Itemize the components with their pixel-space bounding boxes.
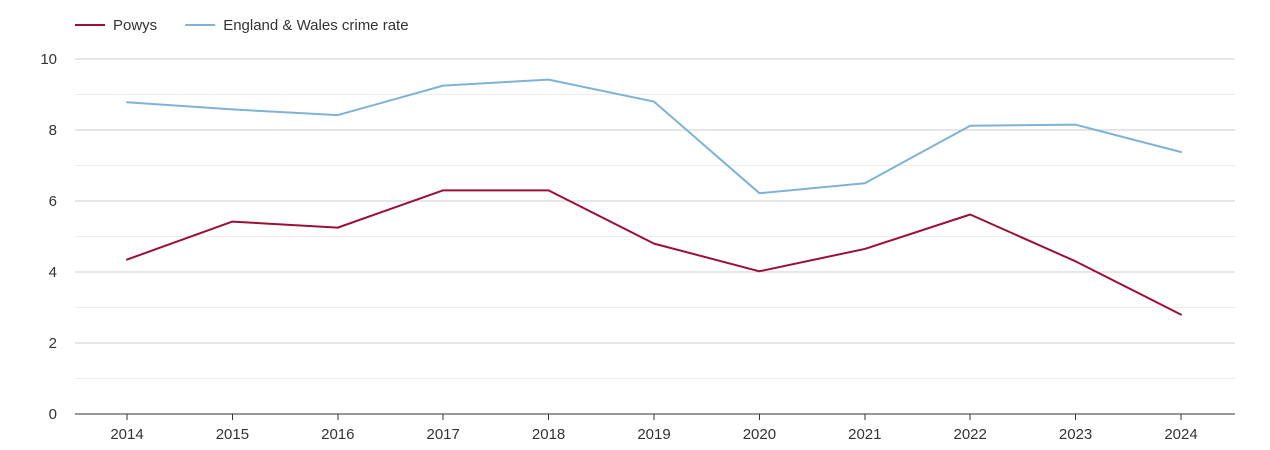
grid-lines [75, 58, 1235, 379]
x-tick-label: 2018 [532, 426, 565, 443]
legend-item-powys[interactable]: Powys [75, 17, 157, 34]
y-tick-label: 2 [49, 335, 57, 352]
x-tick-label: 2022 [954, 426, 987, 443]
y-tick-label: 10 [40, 51, 57, 68]
x-tick-label: 2024 [1164, 426, 1197, 443]
x-tick-label: 2020 [743, 426, 776, 443]
series-line-england-wales-crime-rate [126, 78, 1182, 195]
x-tick-label: 2023 [1059, 426, 1092, 443]
x-tick-label: 2019 [637, 426, 670, 443]
x-tick-label: 2015 [216, 426, 249, 443]
y-tick-label: 8 [49, 122, 57, 139]
series-line-powys [126, 189, 1182, 316]
x-tick-label: 2014 [110, 426, 143, 443]
y-tick-label: 4 [49, 264, 57, 281]
legend-item-england-wales-crime-rate[interactable]: England & Wales crime rate [185, 17, 409, 34]
x-tick-label: 2017 [427, 426, 460, 443]
legend-label: England & Wales crime rate [223, 17, 408, 34]
y-tick-label: 6 [49, 193, 57, 210]
y-axis-ticks: 0 2 4 6 8 10 [40, 51, 57, 423]
x-tick-label: 2021 [848, 426, 881, 443]
legend-label: Powys [113, 17, 157, 34]
x-tick-label: 2016 [321, 426, 354, 443]
y-tick-label: 0 [49, 406, 57, 423]
series-lines [126, 78, 1182, 316]
legend: Powys England & Wales crime rate [75, 17, 409, 34]
x-axis-ticks: 2014 2015 2016 2017 2018 2019 2020 2021 2022 2023… [110, 414, 1198, 443]
